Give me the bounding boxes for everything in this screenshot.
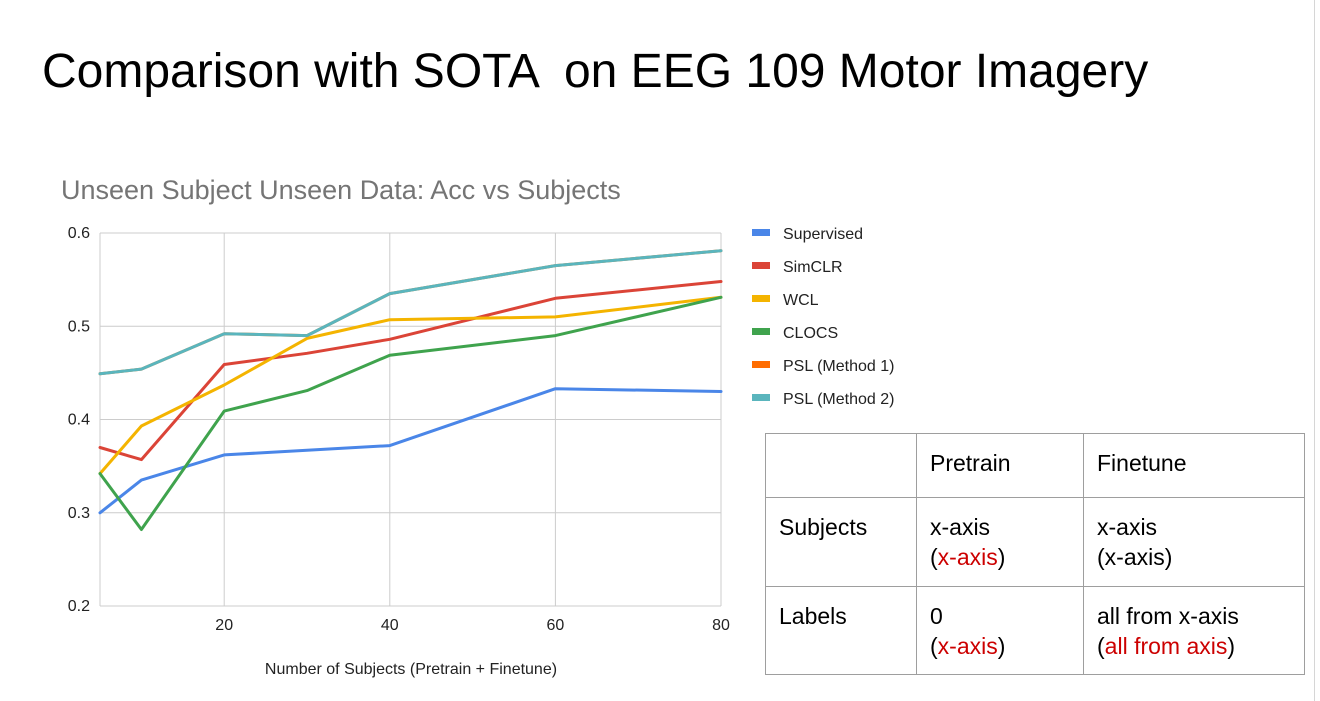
x-tick-label: 80 [712, 617, 730, 634]
cell-value: x-axis [1097, 514, 1158, 540]
legend-item: PSL (Method 1) [752, 358, 894, 375]
table-row: Subjects x-axis (x-axis) x-axis (x-axis) [765, 497, 1305, 587]
cell-value: all from x-axis [1097, 603, 1239, 629]
open-paren: ( [930, 633, 938, 659]
x-tick-label: 60 [547, 617, 565, 634]
row-label-subjects: Subjects [765, 497, 917, 587]
series-line-psl-method-2 [98, 249, 723, 376]
config-table: Pretrain Finetune Subjects x-axis (x-axi… [765, 433, 1305, 675]
chart-grid [99, 232, 722, 607]
y-tick-label: 0.5 [68, 318, 90, 335]
legend-label: WCL [783, 292, 819, 309]
legend-label: CLOCS [783, 325, 838, 342]
legend-swatch [752, 361, 770, 368]
legend-swatch [752, 295, 770, 302]
open-paren: ( [1097, 633, 1105, 659]
legend-label: PSL (Method 1) [783, 358, 894, 375]
x-tick-labels: 20 40 60 80 [215, 617, 730, 634]
legend-label: PSL (Method 2) [783, 391, 894, 408]
x-axis-title: Number of Subjects (Pretrain + Finetune) [265, 661, 557, 678]
close-paren: ) [997, 633, 1006, 659]
legend-item: PSL (Method 2) [752, 391, 894, 408]
legend-item: WCL [752, 292, 819, 309]
x-tick-label: 40 [381, 617, 399, 634]
legend-label: SimCLR [783, 259, 843, 276]
cell-paren-value: x-axis [1104, 544, 1165, 570]
table-header-empty [765, 433, 917, 498]
legend-item: CLOCS [752, 325, 838, 342]
legend-swatch [752, 328, 770, 335]
cell-value: x-axis [930, 514, 991, 540]
legend-swatch [752, 262, 770, 269]
cell-paren-value: x-axis [937, 633, 998, 659]
slide-title: Comparison with SOTA on EEG 109 Motor Im… [42, 45, 1149, 98]
table-header-pretrain: Pretrain [916, 433, 1084, 498]
x-tick-label: 20 [215, 617, 233, 634]
row-label-labels: Labels [765, 586, 917, 675]
cell-labels-pretrain: 0 (x-axis) [916, 586, 1084, 675]
y-tick-labels: 0.2 0.3 0.4 0.5 0.6 [68, 225, 90, 615]
cell-value: 0 [930, 603, 943, 629]
series-line-supervised [98, 387, 723, 515]
legend-swatch [752, 229, 770, 236]
cell-labels-finetune: all from x-axis (all from axis) [1083, 586, 1305, 675]
chart-title: Unseen Subject Unseen Data: Acc vs Subje… [61, 175, 621, 205]
series-line-wcl [98, 295, 723, 476]
cell-paren-value: all from axis [1104, 633, 1228, 659]
series-line-clocs [98, 295, 723, 531]
close-paren: ) [997, 544, 1006, 570]
chart-legend: Supervised SimCLR WCL CLOCS PSL (Method 1) PS… [752, 226, 894, 408]
table-header-row: Pretrain Finetune [765, 433, 1305, 498]
series-line-psl-method-1 [98, 249, 723, 376]
table-row: Labels 0 (x-axis) all from x-axis (all f… [765, 586, 1305, 675]
y-tick-label: 0.4 [68, 412, 90, 429]
series-lines [98, 249, 723, 531]
table-header-finetune: Finetune [1083, 433, 1305, 498]
open-paren: ( [930, 544, 938, 570]
open-paren: ( [1097, 544, 1105, 570]
y-tick-label: 0.2 [68, 598, 90, 615]
cell-paren-value: x-axis [937, 544, 998, 570]
cell-subjects-finetune: x-axis (x-axis) [1083, 497, 1305, 587]
close-paren: ) [1164, 544, 1173, 570]
y-tick-label: 0.6 [68, 225, 90, 242]
series-line-simclr [98, 280, 723, 462]
legend-label: Supervised [783, 226, 863, 243]
legend-swatch [752, 394, 770, 401]
y-tick-label: 0.3 [68, 505, 90, 522]
slide-right-edge [1314, 0, 1315, 701]
close-paren: ) [1227, 633, 1236, 659]
legend-item: SimCLR [752, 259, 843, 276]
legend-item: Supervised [752, 226, 863, 243]
cell-subjects-pretrain: x-axis (x-axis) [916, 497, 1084, 587]
